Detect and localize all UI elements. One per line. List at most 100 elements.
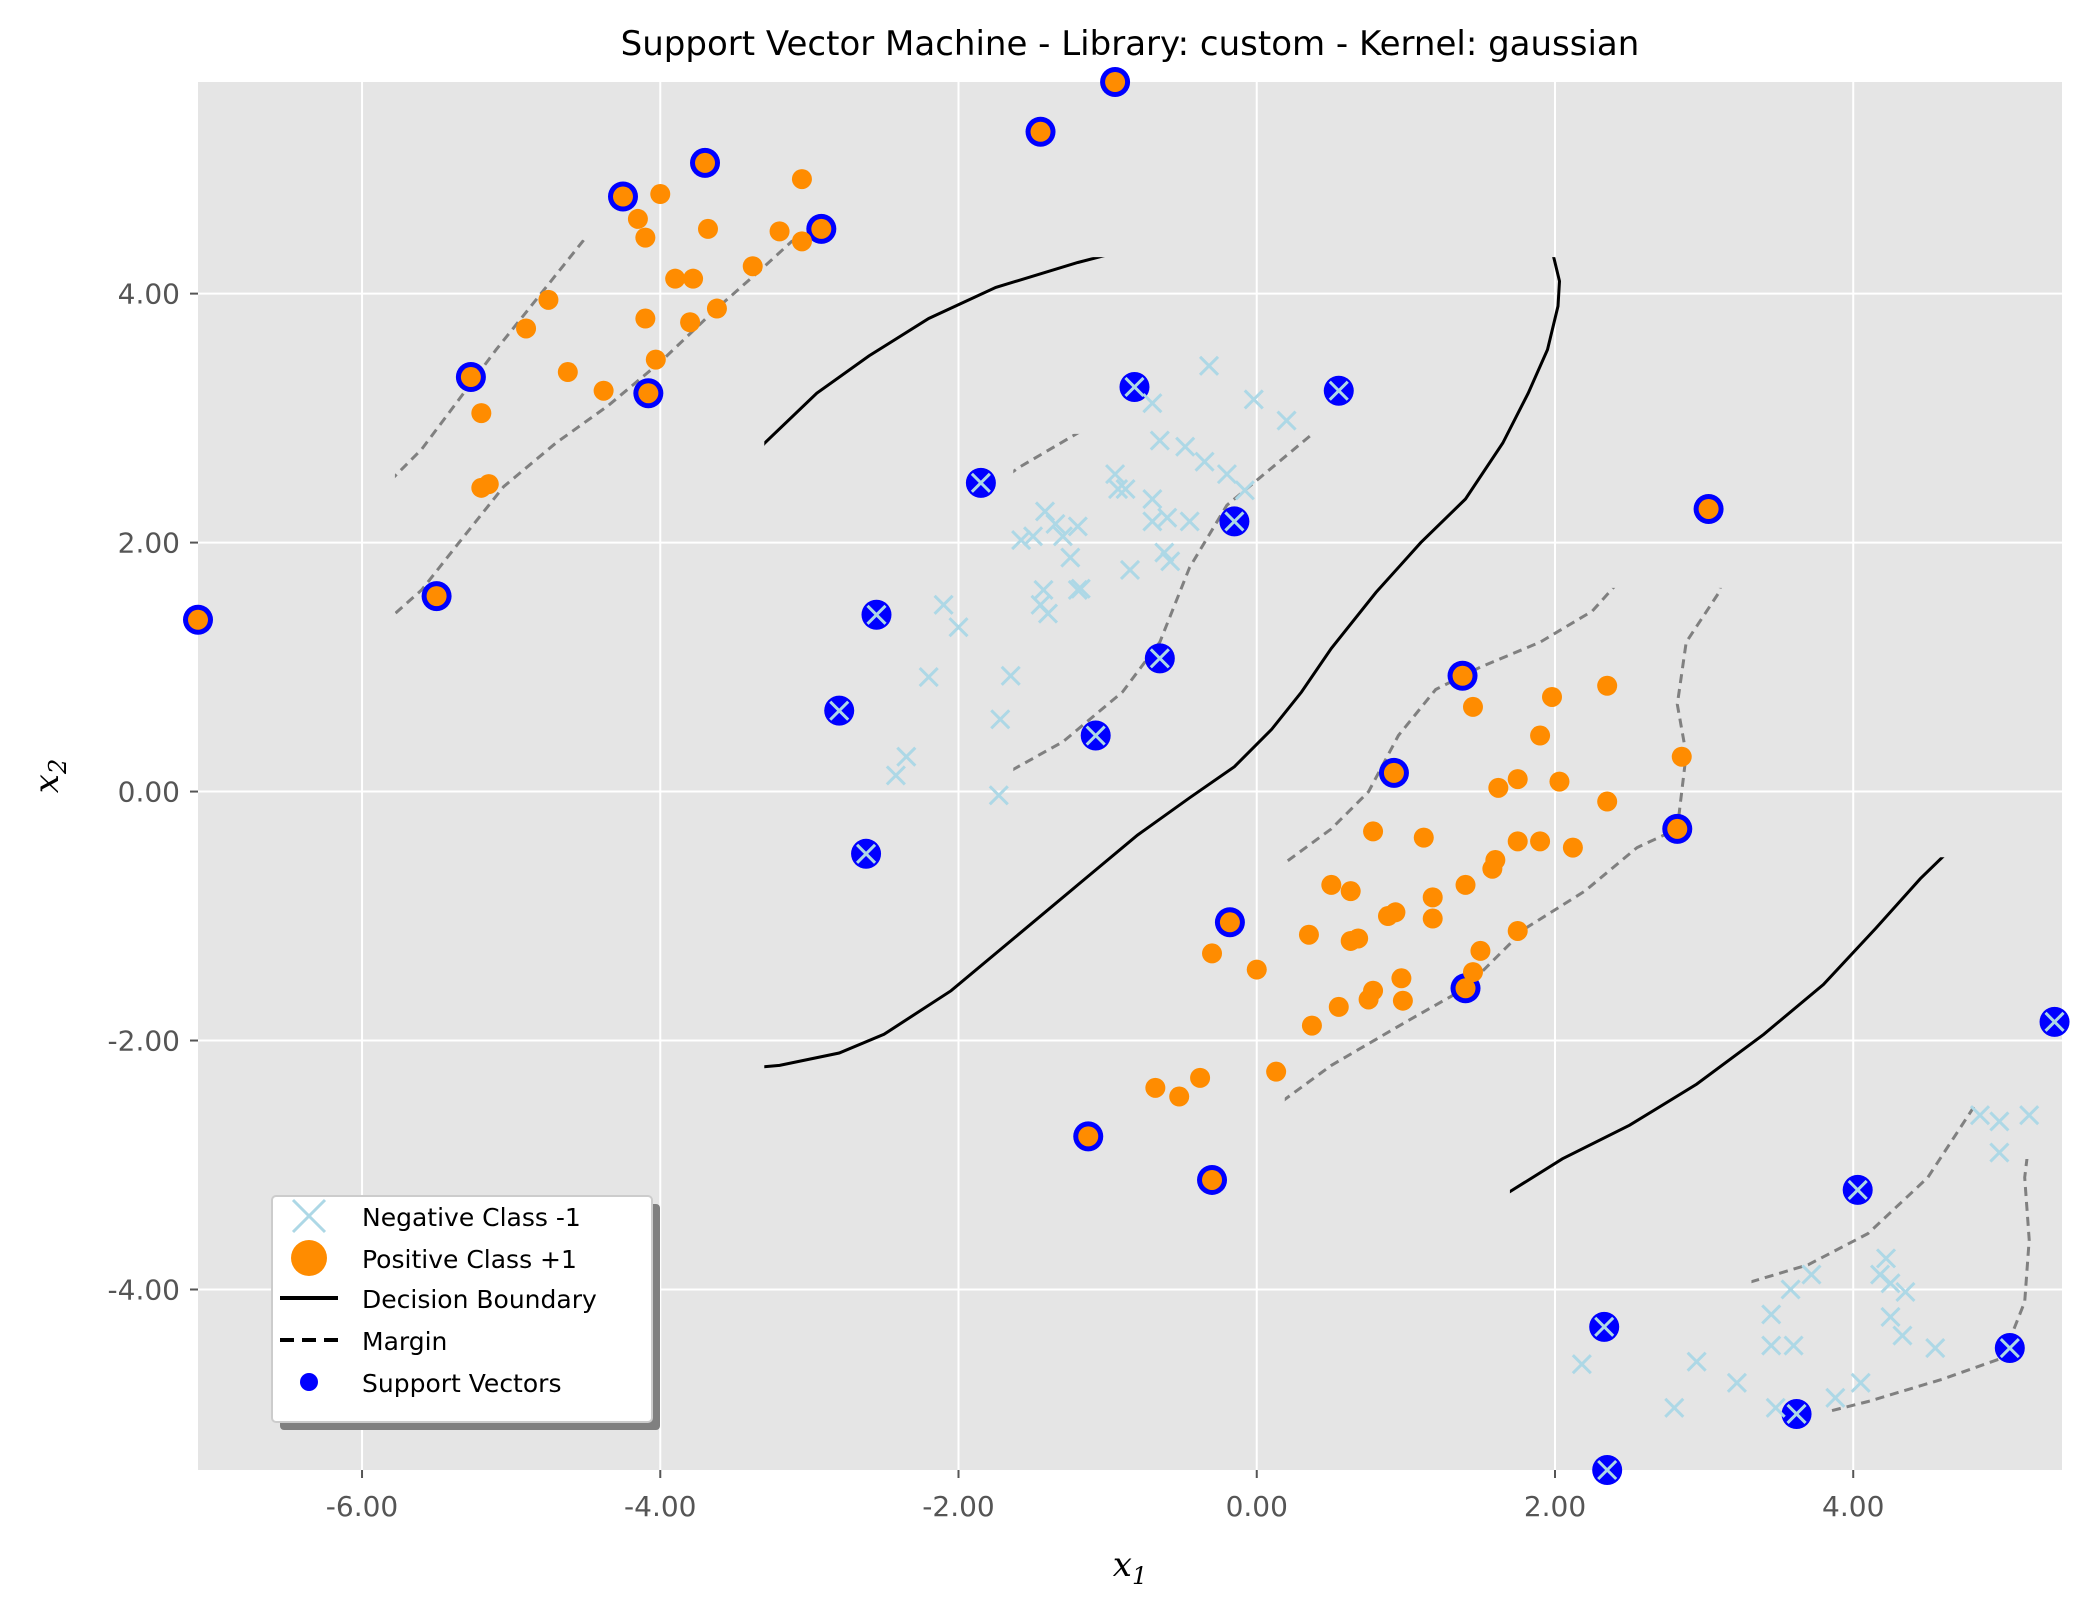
negative-point-stroke bbox=[1108, 479, 1129, 500]
y-tick-label: 2.00 bbox=[118, 527, 180, 560]
negative-point-stroke bbox=[1142, 393, 1163, 414]
positive-point bbox=[706, 298, 727, 319]
positive-point bbox=[695, 152, 716, 173]
negative-point-stroke bbox=[1033, 579, 1054, 600]
positive-point bbox=[188, 609, 208, 630]
positive-point bbox=[1667, 818, 1688, 839]
positive-point bbox=[1422, 908, 1443, 929]
negative-point bbox=[1969, 1105, 1991, 1126]
negative-point bbox=[1765, 1397, 1786, 1418]
positive-point bbox=[683, 268, 704, 289]
negative-point bbox=[988, 785, 1009, 806]
negative-point-stroke bbox=[1243, 389, 1264, 410]
negative-point bbox=[1875, 1248, 1897, 1269]
negative-point bbox=[1224, 511, 1245, 532]
negative-point-stroke bbox=[1142, 511, 1163, 532]
negative-point-stroke bbox=[1783, 1335, 1804, 1356]
negative-point-stroke bbox=[970, 472, 991, 493]
negative-point bbox=[1175, 436, 1196, 457]
negative-point bbox=[1124, 376, 1145, 398]
positive-point bbox=[1455, 874, 1476, 895]
positive-point bbox=[627, 208, 648, 229]
negative-point bbox=[1142, 488, 1163, 510]
negative-point bbox=[1198, 355, 1220, 376]
negative-point bbox=[1761, 1304, 1782, 1325]
positive-point bbox=[1422, 887, 1443, 908]
positive-point bbox=[1455, 978, 1476, 999]
positive-point bbox=[460, 367, 481, 388]
positive-point bbox=[1078, 1126, 1099, 1147]
positive-point bbox=[650, 184, 671, 205]
y-tick-label: 4.00 bbox=[118, 278, 180, 311]
positive-point bbox=[1202, 1169, 1223, 1190]
negative-point-stroke bbox=[1597, 1459, 1618, 1481]
positive-points bbox=[188, 72, 1719, 1190]
negative-point bbox=[918, 666, 939, 688]
negative-point-stroke bbox=[1328, 380, 1349, 401]
legend-box bbox=[271, 1195, 653, 1423]
negative-point bbox=[829, 700, 850, 721]
negative-point-stroke bbox=[1142, 488, 1163, 510]
negative-point bbox=[933, 594, 954, 615]
chart-title: Support Vector Machine - Library: custom… bbox=[621, 24, 1640, 64]
legend-negative-label: Negative Class -1 bbox=[362, 1203, 581, 1232]
negative-point-stroke bbox=[885, 765, 906, 786]
legend-support-label: Support Vectors bbox=[362, 1369, 561, 1398]
positive-point bbox=[471, 477, 492, 498]
negative-point-stroke bbox=[1124, 376, 1145, 398]
negative-point-stroke bbox=[1045, 513, 1066, 534]
negative-point bbox=[1115, 479, 1136, 500]
negative-point-stroke bbox=[1149, 430, 1170, 451]
x-tick-label: 4.00 bbox=[1822, 1490, 1884, 1523]
negative-point-stroke bbox=[1801, 1264, 1822, 1285]
negative-point-stroke bbox=[1989, 1142, 2010, 1163]
negative-point bbox=[1000, 665, 1021, 686]
negative-point bbox=[1780, 1279, 1801, 1300]
negative-point-stroke bbox=[1780, 1279, 1801, 1300]
negative-point bbox=[1037, 603, 1059, 624]
positive-point bbox=[791, 169, 812, 190]
negative-point bbox=[1149, 648, 1170, 669]
positive-point bbox=[1340, 881, 1361, 902]
negative-point-stroke bbox=[1276, 410, 1297, 431]
positive-point bbox=[1363, 821, 1384, 842]
negative-point bbox=[1011, 530, 1032, 551]
negative-point-stroke bbox=[2044, 1011, 2065, 1032]
negative-point bbox=[885, 765, 906, 786]
positive-point bbox=[1328, 996, 1349, 1017]
negative-point bbox=[1571, 1354, 1592, 1375]
negative-point-stroke bbox=[1085, 725, 1106, 746]
negative-point-stroke bbox=[1194, 451, 1215, 472]
positive-point bbox=[680, 312, 701, 333]
legend-boundary-label: Decision Boundary bbox=[362, 1285, 597, 1314]
positive-point bbox=[1562, 837, 1583, 858]
positive-point bbox=[1671, 746, 1692, 767]
x-axis-label: x1 bbox=[1113, 1545, 1147, 1590]
negative-point bbox=[1160, 551, 1181, 572]
negative-point bbox=[1045, 513, 1066, 534]
y-axis-label: x2 bbox=[27, 759, 72, 793]
positive-point bbox=[1145, 1077, 1166, 1098]
negative-point bbox=[1234, 480, 1255, 501]
positive-point bbox=[1597, 791, 1618, 812]
positive-point bbox=[538, 289, 559, 310]
y-axis-label-subscript: 2 bbox=[44, 759, 72, 775]
negative-point bbox=[2044, 1011, 2065, 1032]
positive-point bbox=[1391, 968, 1412, 989]
negative-point-stroke bbox=[1880, 1273, 1901, 1294]
positive-point bbox=[1190, 1067, 1211, 1088]
negative-point bbox=[1597, 1459, 1618, 1481]
negative-point-stroke bbox=[1216, 464, 1237, 485]
positive-point bbox=[1482, 858, 1503, 879]
negative-point-stroke bbox=[1023, 526, 1044, 547]
positive-point bbox=[1321, 874, 1342, 895]
margin-line bbox=[198, 159, 824, 657]
positive-point bbox=[1340, 930, 1361, 951]
negative-point-stroke bbox=[1175, 436, 1196, 457]
positive-point bbox=[516, 318, 537, 339]
positive-point bbox=[635, 308, 656, 329]
negative-point-stroke bbox=[1149, 648, 1170, 669]
positive-point bbox=[1202, 943, 1223, 964]
negative-point-stroke bbox=[1067, 516, 1088, 537]
negative-point-stroke bbox=[933, 594, 954, 615]
